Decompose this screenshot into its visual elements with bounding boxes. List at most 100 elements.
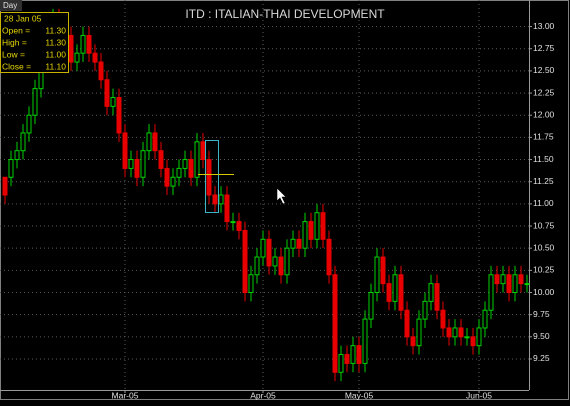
candle-body — [464, 336, 470, 339]
candle-body — [482, 309, 488, 329]
candle-body — [404, 309, 410, 338]
y-tick-label: 11.00 — [533, 198, 554, 208]
candle-body — [386, 283, 392, 302]
candle-body — [26, 114, 32, 134]
candle-body — [266, 238, 272, 267]
grid: 9.50 9.25 9.75 10.00 10.25 10.50 10.75 11.00 11.… — [0, 0, 555, 400]
tooltip-value: 11.10 — [45, 61, 66, 71]
candle-body — [314, 212, 320, 240]
tooltip-date: 28 Jan 05 — [4, 13, 42, 23]
candle-body — [152, 132, 158, 152]
candle-body — [134, 159, 140, 178]
candle-body — [332, 274, 338, 373]
candle-body — [368, 292, 374, 320]
candle-body — [188, 159, 194, 178]
y-tick-label: 10.75 — [533, 220, 555, 230]
candle-body — [110, 97, 116, 107]
candle-body — [224, 194, 230, 223]
candle-body — [290, 238, 296, 249]
candle-body — [2, 176, 8, 196]
candle-body — [68, 34, 74, 63]
tooltip: 28 Jan 05 Open = 11.30 High = 11.30 Low = 11.0… — [2, 13, 66, 71]
candle-body — [260, 238, 266, 258]
y-tick-label: 9.75 — [533, 309, 550, 319]
tooltip-label: Open = — [2, 25, 30, 35]
y-tick-label: 10.00 — [533, 287, 555, 297]
y-tick-label: 10.25 — [533, 265, 555, 275]
candle-body — [278, 256, 284, 276]
candle-body — [158, 150, 164, 169]
candle-body — [74, 52, 80, 63]
candle-body — [500, 274, 506, 285]
y-tick-label: 9.50 — [533, 331, 550, 341]
candle-body — [242, 229, 248, 293]
candle-body — [20, 132, 26, 152]
candle-body — [452, 327, 458, 338]
y-tick-label: 12.00 — [533, 109, 555, 119]
candle-body — [128, 159, 134, 169]
candle-body — [428, 283, 434, 302]
candle-body — [434, 283, 440, 311]
candle-body — [164, 167, 170, 187]
candle-body — [146, 132, 152, 152]
tooltip-value: 11.30 — [45, 25, 66, 35]
candle-body — [80, 34, 86, 54]
candle-body — [272, 256, 278, 267]
tooltip-label: High = — [2, 37, 27, 47]
x-tick-label: Apr-05 — [250, 390, 276, 400]
candle-body — [176, 167, 182, 178]
candle-body — [350, 345, 356, 364]
mouse-pointer — [276, 187, 287, 205]
tooltip-label: Low = — [2, 49, 25, 59]
y-tick-label: 9.25 — [533, 353, 550, 363]
candle-body — [236, 221, 242, 231]
candle-body — [506, 274, 512, 294]
candle-body — [410, 336, 416, 347]
candle-body — [116, 97, 122, 134]
candle-body — [218, 194, 224, 205]
candle-body — [326, 238, 332, 276]
candle-body — [86, 34, 92, 54]
y-tick-label: 12.75 — [533, 43, 555, 53]
candle-body — [170, 176, 176, 187]
candle-body — [14, 150, 20, 161]
candle-body — [470, 336, 476, 347]
candle-body — [356, 345, 362, 364]
period-box — [0, 0, 22, 11]
candle-body — [194, 141, 200, 178]
chart-title: ITD : ITALIAN-THAI DEVELOPMENT — [185, 7, 385, 21]
candle-body — [254, 256, 260, 276]
candle-body — [302, 221, 308, 249]
candle-body — [8, 159, 14, 178]
candle-body — [518, 274, 524, 285]
candle-body — [512, 274, 518, 294]
candle-body — [92, 52, 98, 63]
candle-body — [200, 141, 206, 161]
candle-body — [182, 159, 188, 169]
candle-body — [374, 256, 380, 293]
tooltip-label: Close = — [2, 61, 31, 71]
tooltip-box — [0, 12, 69, 73]
y-tick-label: 11.50 — [533, 154, 554, 164]
candle-body — [296, 238, 302, 249]
y-tick-label: 12.50 — [533, 65, 555, 75]
candle-body — [248, 274, 254, 294]
candles — [2, 8, 530, 382]
period-label: Day — [3, 1, 17, 10]
candle-body — [476, 327, 482, 347]
candle-body — [446, 327, 452, 338]
candle-body — [362, 318, 368, 364]
candle-body — [392, 274, 398, 302]
candle-body — [308, 221, 314, 240]
candle-body — [206, 159, 212, 196]
candle-body — [380, 256, 386, 285]
candle-body — [212, 194, 218, 205]
candle-body — [320, 212, 326, 240]
candle-body — [338, 354, 344, 373]
candle-body — [440, 309, 446, 329]
candle-body — [488, 274, 494, 311]
candle-body — [98, 61, 104, 81]
